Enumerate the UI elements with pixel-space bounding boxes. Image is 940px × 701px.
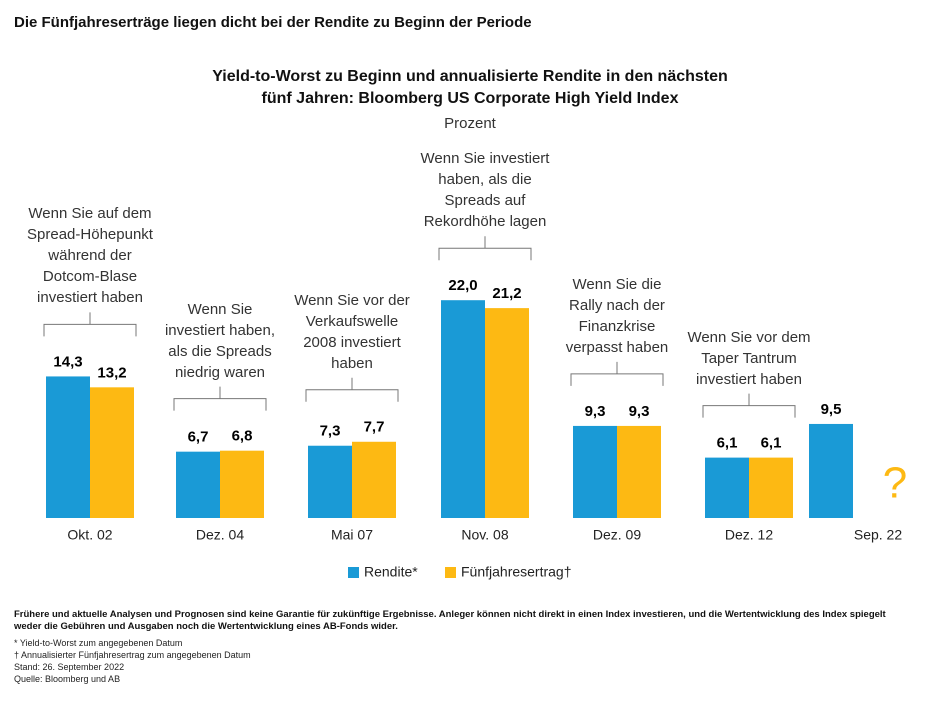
annotation: Wenn Sie auf dem Spread-Höhepunkt währen… [27, 205, 153, 307]
value-label: 6,8 [232, 428, 253, 445]
chart-subtitle: Prozent [444, 115, 496, 132]
value-label: 6,7 [188, 429, 209, 446]
heading: Die Fünfjahreserträge liegen dicht bei d… [14, 14, 532, 31]
value-label: 14,3 [53, 353, 82, 370]
x-tick-label: Sep. 22 [854, 527, 902, 543]
value-label: 7,7 [364, 419, 385, 436]
chart-title: Yield-to-Worst zu Beginn und annualisier… [212, 68, 728, 107]
x-tick-label: Mai 07 [331, 527, 373, 543]
legend-swatch [348, 567, 359, 578]
disclaimer: Frühere und aktuelle Analysen und Progno… [14, 609, 886, 632]
bracket [43, 312, 137, 337]
bar [220, 450, 264, 518]
value-label: 22,0 [448, 277, 477, 294]
bracket [702, 393, 796, 418]
legend-label: Fünfjahresertrag† [461, 564, 572, 580]
value-label: 6,1 [717, 435, 738, 452]
legend-label: Rendite* [364, 564, 418, 580]
bar [705, 457, 749, 518]
bar [749, 457, 793, 518]
footnote: * Yield-to-Worst zum angegebenen Datum [14, 638, 183, 648]
bar [46, 376, 90, 518]
value-label: 9,3 [629, 403, 650, 420]
bracket [438, 236, 532, 261]
annotation: Wenn Sie vor der Verkaufswelle 2008 inve… [294, 291, 410, 372]
x-tick-label: Nov. 08 [461, 527, 508, 543]
bar [573, 425, 617, 518]
footnote: † Annualisierter Fünfjahresertrag zum an… [14, 650, 251, 660]
annotation: Wenn Sie investiert haben, als die Sprea… [420, 150, 550, 231]
bar [485, 308, 529, 518]
footnote: Quelle: Bloomberg und AB [14, 674, 121, 684]
value-label: 9,5 [821, 401, 842, 418]
value-label: 6,1 [761, 435, 782, 452]
x-tick-label: Dez. 04 [196, 527, 244, 543]
missing-value-label: ? [883, 459, 907, 508]
value-label: 9,3 [585, 403, 606, 420]
bar [90, 387, 134, 518]
x-tick-label: Dez. 09 [593, 527, 641, 543]
annotation: Wenn Sie investiert haben, als die Sprea… [164, 300, 276, 381]
value-label: 21,2 [492, 285, 521, 302]
x-tick-label: Dez. 12 [725, 527, 773, 543]
bracket [173, 386, 267, 411]
bar [308, 445, 352, 518]
x-tick-label: Okt. 02 [67, 527, 112, 543]
bar [441, 300, 485, 518]
bracket [570, 361, 664, 386]
bar [176, 451, 220, 518]
value-label: 13,2 [97, 364, 126, 381]
bracket [305, 377, 399, 402]
bar [617, 425, 661, 518]
annotation: Wenn Sie vor dem Taper Tantrum investier… [687, 328, 811, 388]
bar [809, 423, 853, 518]
value-label: 7,3 [320, 423, 341, 440]
annotation: Wenn Sie die Rally nach der Finanzkrise … [565, 275, 669, 356]
bar [352, 441, 396, 518]
footnote: Stand: 26. September 2022 [14, 662, 125, 672]
legend-swatch [445, 567, 456, 578]
